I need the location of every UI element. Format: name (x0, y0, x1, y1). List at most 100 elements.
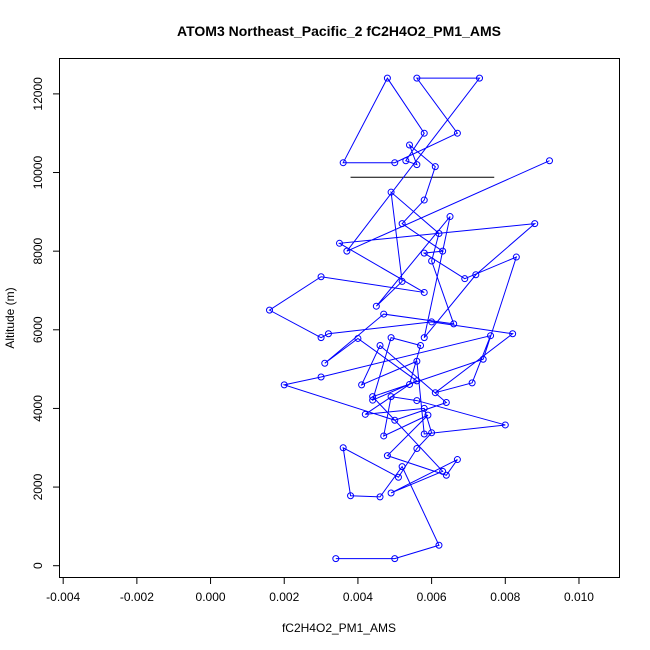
y-tick-label: 6000 (31, 316, 45, 343)
data-point (358, 381, 366, 389)
data-point (468, 379, 476, 387)
y-tick-label: 12000 (31, 77, 45, 111)
data-point (347, 492, 355, 500)
data-point (387, 489, 395, 497)
data-point (406, 141, 413, 149)
data-point (376, 493, 384, 501)
data-point (476, 74, 483, 82)
data-point (317, 334, 325, 342)
data-point (383, 74, 391, 82)
x-tick-label: 0.010 (564, 590, 594, 604)
data-point (317, 273, 325, 281)
data-point (512, 253, 520, 261)
data-point (361, 410, 369, 418)
data-point (391, 416, 399, 424)
data-point (420, 430, 428, 438)
data-point (509, 330, 517, 338)
data-point (398, 220, 406, 228)
data-point (398, 463, 406, 471)
chart-title: ATOM3 Northeast_Pacific_2 fC2H4O2_PM1_AM… (177, 23, 501, 39)
data-point (431, 389, 439, 397)
data-point (439, 247, 447, 255)
data-point (428, 257, 436, 265)
x-tick-label: 0.004 (343, 590, 373, 604)
y-tick-label: 2000 (31, 473, 45, 500)
data-point (321, 359, 329, 367)
data-point (339, 159, 347, 167)
data-point (417, 342, 425, 350)
data-point (317, 373, 325, 381)
data-point (442, 399, 450, 407)
data-point (372, 302, 380, 310)
data-point (420, 334, 428, 342)
series-line (268, 77, 550, 560)
data-point (380, 432, 388, 440)
data-point (324, 330, 332, 338)
data-point (446, 213, 454, 221)
data-point (431, 163, 439, 171)
data-point (413, 161, 421, 169)
x-tick-label: 0.002 (269, 590, 299, 604)
data-point (376, 342, 384, 350)
data-point (428, 429, 436, 437)
data-point (420, 404, 428, 412)
data-point (332, 555, 340, 563)
data-point (394, 473, 402, 481)
data-point (453, 456, 461, 464)
data-point (380, 310, 388, 318)
data-point (472, 271, 480, 279)
data-point (406, 380, 413, 388)
data-point (413, 397, 421, 405)
data-point (383, 452, 391, 460)
data-point (402, 157, 410, 165)
x-tick-label: 0.006 (417, 590, 447, 604)
data-point (391, 555, 399, 563)
y-tick-label: 8000 (31, 237, 45, 264)
data-point (387, 188, 395, 196)
data-point (336, 239, 343, 247)
data-point (479, 355, 487, 363)
data-point (387, 393, 395, 401)
data-point (266, 306, 273, 314)
y-axis-label: Altitude (m) (3, 287, 17, 348)
data-point (413, 357, 421, 365)
data-point (339, 444, 347, 452)
data-point (435, 229, 443, 237)
data-point (531, 220, 539, 228)
data-point (453, 129, 461, 137)
data-point (546, 157, 553, 165)
data-point (450, 320, 458, 328)
data-point (501, 421, 509, 429)
data-point (435, 541, 443, 549)
data-point (369, 393, 377, 401)
x-tick-label: -0.004 (46, 590, 80, 604)
data-point (487, 332, 495, 340)
data-point (442, 471, 450, 479)
data-point (420, 129, 428, 137)
y-tick-label: 0 (31, 562, 45, 569)
data-point (413, 445, 421, 453)
data-point (398, 277, 406, 285)
data-point (280, 381, 288, 389)
data-point (354, 334, 362, 342)
y-tick-label: 10000 (31, 156, 45, 190)
x-tick-label: 0.000 (196, 590, 226, 604)
data-point (420, 196, 428, 204)
x-tick-label: -0.002 (120, 590, 154, 604)
data-point (420, 249, 428, 257)
data-point (413, 74, 421, 82)
data-point (391, 159, 399, 167)
data-point (461, 275, 469, 283)
data-point (413, 377, 421, 385)
data-point (343, 247, 351, 255)
data-point (439, 467, 447, 475)
y-tick-label: 4000 (31, 395, 45, 422)
y-axis: 0 2000 4000 6000 8000 10000 12000 (31, 77, 60, 569)
data-point (428, 318, 436, 326)
x-axis: -0.004 -0.002 0.000 0.002 0.004 0.006 0.008 0.0… (46, 577, 594, 604)
data-point (369, 396, 377, 404)
data-point (387, 334, 395, 342)
x-axis-label: fC2H4O2_PM1_AMS (282, 621, 396, 635)
